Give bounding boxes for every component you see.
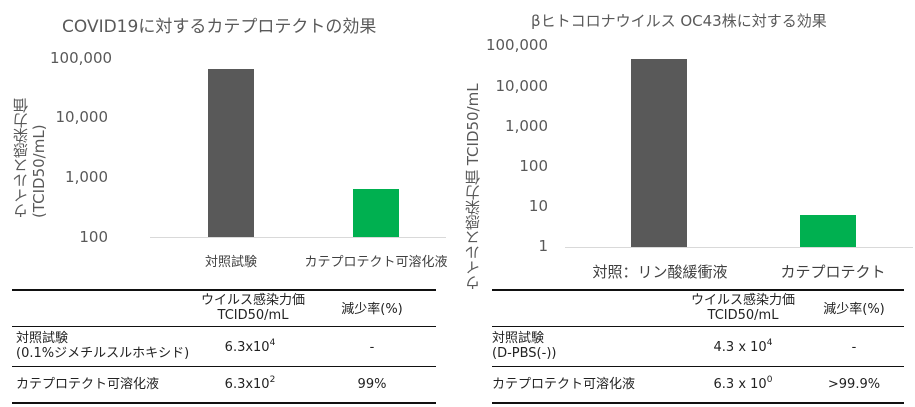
table-row-label: 対照試験 (D-PBS(-)) bbox=[492, 331, 556, 361]
y-tick-label: 1 bbox=[538, 237, 548, 255]
table-cell-titer: 6.3 x 100 bbox=[683, 375, 803, 393]
table-row-label: カテプロテクト可溶化液 bbox=[492, 377, 636, 392]
header-titer-line1: ウイルス感染力価 bbox=[200, 293, 305, 308]
row-label-line1: 対照試験 bbox=[16, 331, 69, 346]
y-tick-label: 10 bbox=[528, 197, 548, 215]
chart-panel-covid19: COVID19に対するカテプロテクトの効果 ウイルス感染力価 (TCID50/m… bbox=[0, 0, 450, 407]
chart-title: βヒトコロナウイルス OC43株に対する効果 bbox=[531, 12, 827, 30]
table-header-reduction: 減少率(%) bbox=[823, 302, 885, 317]
header-titer-line2: TCID50/mL bbox=[707, 308, 779, 323]
titer-base: 6.3x10 bbox=[224, 340, 270, 355]
table-cell-reduction: >99.9% bbox=[827, 377, 881, 392]
header-titer-line2: TCID50/mL bbox=[217, 308, 289, 323]
x-tick-label: 対照試験 bbox=[204, 255, 257, 270]
titer-base: 6.3x10 bbox=[224, 377, 270, 392]
titer-base: 4.3 x 10 bbox=[713, 340, 767, 355]
bar-cateprotect bbox=[353, 189, 399, 237]
y-tick-label: 100,000 bbox=[50, 49, 113, 67]
y-tick-label: 10,000 bbox=[495, 77, 549, 95]
table-row-label: 対照試験 (0.1%ジメチルスルホキシド) bbox=[16, 331, 189, 361]
x-tick-label: カテプロテクト bbox=[780, 263, 886, 281]
table-rule-top bbox=[12, 289, 436, 291]
x-tick-label: 対照：リン酸緩衝液 bbox=[592, 263, 728, 281]
y-tick-label: 10,000 bbox=[55, 108, 109, 126]
table-cell-reduction: - bbox=[369, 340, 375, 355]
table-header-reduction: 減少率(%) bbox=[341, 302, 403, 317]
table-rule-mid bbox=[492, 326, 904, 327]
table-rule-bottom bbox=[492, 402, 904, 404]
titer-exponent: 4 bbox=[766, 338, 773, 348]
bar-cateprotect bbox=[800, 214, 856, 247]
y-axis-label-line2: (TCID50/mL) bbox=[30, 124, 48, 218]
table-cell-titer: 6.3x102 bbox=[200, 375, 300, 393]
table-rule-mid bbox=[12, 326, 436, 327]
y-tick-label: 100 bbox=[519, 157, 548, 175]
y-tick-label: 1,000 bbox=[505, 117, 548, 135]
row-label-line2: (D-PBS(-)) bbox=[492, 346, 557, 361]
table-rule-top bbox=[492, 289, 904, 291]
table-header-titer: ウイルス感染力価 TCID50/mL bbox=[188, 293, 318, 323]
y-axis-label-line1: ウイルス感染力価 bbox=[12, 98, 30, 218]
y-tick-label: 100,000 bbox=[485, 36, 548, 54]
titer-base: 6.3 x 10 bbox=[713, 377, 767, 392]
titer-exponent: 2 bbox=[269, 375, 276, 385]
bar-control bbox=[631, 58, 687, 247]
y-axis-label: ウイルス感染力価 (TCID50/mL) bbox=[12, 86, 48, 218]
table-rule-bottom bbox=[12, 402, 436, 404]
row-label-line1: 対照試験 bbox=[492, 331, 545, 346]
table-cell-titer: 6.3x104 bbox=[200, 338, 300, 356]
table-rule-row bbox=[492, 366, 904, 367]
table-cell-reduction: 99% bbox=[357, 377, 387, 392]
titer-exponent: 0 bbox=[766, 375, 773, 385]
chart-title: COVID19に対するカテプロテクトの効果 bbox=[62, 17, 377, 37]
table-header-titer: ウイルス感染力価 TCID50/mL bbox=[678, 293, 808, 323]
header-titer-line1: ウイルス感染力価 bbox=[690, 293, 795, 308]
table-cell-titer: 4.3 x 104 bbox=[683, 338, 803, 356]
table-cell-reduction: - bbox=[851, 340, 857, 355]
x-axis-line bbox=[565, 247, 913, 248]
titer-exponent: 4 bbox=[269, 338, 276, 348]
table-rule-row bbox=[12, 366, 436, 367]
table-row-label: カテプロテクト可溶化液 bbox=[16, 377, 160, 392]
x-axis-line bbox=[150, 237, 446, 238]
y-tick-label: 1,000 bbox=[65, 168, 108, 186]
chart-panel-oc43: βヒトコロナウイルス OC43株に対する効果 ウイルス感染力価 TCID50/m… bbox=[458, 0, 915, 407]
x-tick-label: カテプロテクト可溶化液 bbox=[304, 255, 448, 270]
y-tick-label: 100 bbox=[79, 228, 108, 246]
row-label-line2: (0.1%ジメチルスルホキシド) bbox=[16, 346, 190, 361]
bar-control bbox=[208, 69, 254, 237]
